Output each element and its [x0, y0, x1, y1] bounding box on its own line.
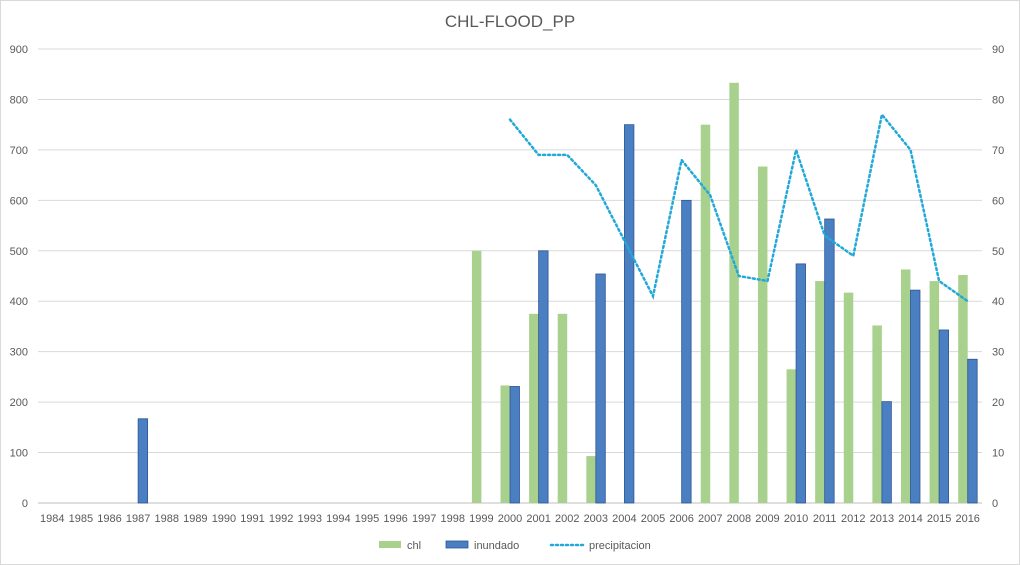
y2-tick-label: 40	[992, 296, 1004, 308]
legend: chl inundado precipitacion	[379, 540, 651, 552]
line-precipitacion	[508, 111, 969, 303]
bar-inundado-2010	[795, 263, 806, 504]
bar-chl-2001	[529, 313, 539, 503]
y-tick-label: 600	[10, 195, 28, 207]
chart-title: CHL-FLOOD_PP	[445, 12, 575, 31]
x-tick-label: 1992	[269, 513, 293, 525]
x-tick-label: 1984	[40, 513, 64, 525]
x-tick-label: 1996	[383, 513, 407, 525]
bar-inundado-2000	[509, 386, 520, 504]
x-tick-label: 1998	[441, 513, 465, 525]
x-tick-label: 1989	[183, 513, 207, 525]
bar-inundado-2001	[538, 250, 549, 504]
x-tick-label: 2014	[898, 513, 922, 525]
bar-series	[137, 82, 978, 504]
bar-inundado-2004	[624, 124, 635, 504]
y-tick-label: 400	[10, 296, 28, 308]
y2-tick-label: 80	[992, 94, 1004, 106]
x-tick-label: 1986	[97, 513, 121, 525]
x-tick-label: 1999	[469, 513, 493, 525]
y-tick-label: 900	[10, 44, 28, 56]
bar-inundado-1987	[137, 418, 149, 504]
x-tick-label: 2006	[669, 513, 693, 525]
y2-tick-label: 20	[992, 397, 1004, 409]
bar-inundado-2015	[938, 329, 949, 504]
x-tick-label: 2016	[955, 513, 979, 525]
bar-chl-2012	[843, 292, 854, 503]
bar-chl-2008	[729, 82, 739, 503]
x-tick-label: 1995	[355, 513, 379, 525]
x-tick-label: 1988	[154, 513, 178, 525]
bar-inundado-2016	[967, 358, 978, 504]
bar-chl-2009	[757, 166, 768, 503]
bar-chl-2011	[815, 281, 825, 503]
legend-swatch-inundado	[445, 540, 469, 549]
x-tick-label: 2013	[870, 513, 894, 525]
y2-tick-label: 60	[992, 195, 1004, 207]
y-tick-label: 100	[10, 448, 28, 460]
y-tick-label: 700	[10, 145, 28, 157]
axis-labels: 0 100 200 300 400 500 600 700 800 900 0 10 20 30 40 50 6…	[10, 44, 1005, 525]
x-tick-label: 1994	[326, 513, 350, 525]
bar-chl-2014	[900, 269, 911, 503]
x-tick-label: 2011	[813, 513, 837, 525]
bar-chl-2003	[586, 456, 596, 503]
y2-tick-label: 90	[992, 44, 1004, 56]
x-tick-label: 2005	[641, 513, 665, 525]
y-tick-label: 500	[10, 246, 28, 258]
bar-chl-2016	[958, 274, 968, 503]
bar-chl-2000	[500, 385, 510, 503]
x-tick-label: 2010	[784, 513, 808, 525]
y2-tick-label: 70	[992, 145, 1004, 157]
legend-label-chl: chl	[407, 540, 421, 552]
x-tick-label: 2007	[698, 513, 722, 525]
legend-swatch-chl	[379, 541, 401, 548]
y-tick-label: 200	[10, 397, 28, 409]
x-tick-label: 2001	[526, 513, 550, 525]
x-tick-label: 1991	[240, 513, 264, 525]
bar-inundado-2014	[910, 289, 921, 504]
x-tick-label: 1985	[69, 513, 93, 525]
x-tick-label: 1987	[126, 513, 150, 525]
x-tick-label: 2000	[498, 513, 522, 525]
bar-chl-2010	[786, 369, 797, 503]
y-tick-label: 300	[10, 347, 28, 359]
y-tick-label: 800	[10, 94, 28, 106]
x-tick-label: 2004	[612, 513, 636, 525]
bar-inundado-2011	[824, 218, 835, 504]
bar-chl-2007	[700, 124, 711, 504]
bar-chl-2015	[929, 281, 940, 503]
y2-tick-label: 0	[992, 498, 998, 510]
x-tick-label: 2002	[555, 513, 579, 525]
x-tick-label: 2009	[755, 513, 779, 525]
bar-chl-2013	[872, 325, 882, 503]
bar-inundado-2003	[595, 273, 606, 504]
y2-tick-label: 50	[992, 246, 1004, 258]
legend-label-precipitacion: precipitacion	[589, 540, 651, 552]
x-tick-label: 2012	[841, 513, 865, 525]
y2-tick-label: 10	[992, 448, 1004, 460]
bar-chl-1999	[471, 250, 482, 503]
x-tick-label: 1997	[412, 513, 436, 525]
legend-label-inundado: inundado	[474, 540, 519, 552]
x-tick-label: 2003	[584, 513, 608, 525]
x-tick-label: 1990	[212, 513, 236, 525]
x-tick-label: 2015	[927, 513, 951, 525]
bar-chl-2002	[557, 313, 568, 503]
y2-tick-label: 30	[992, 347, 1004, 359]
x-tick-label: 1993	[298, 513, 322, 525]
y-tick-label: 0	[22, 498, 28, 510]
x-tick-label: 2008	[727, 513, 751, 525]
bar-inundado-2006	[681, 199, 692, 504]
line-series	[508, 111, 969, 303]
bar-inundado-2013	[881, 401, 892, 504]
